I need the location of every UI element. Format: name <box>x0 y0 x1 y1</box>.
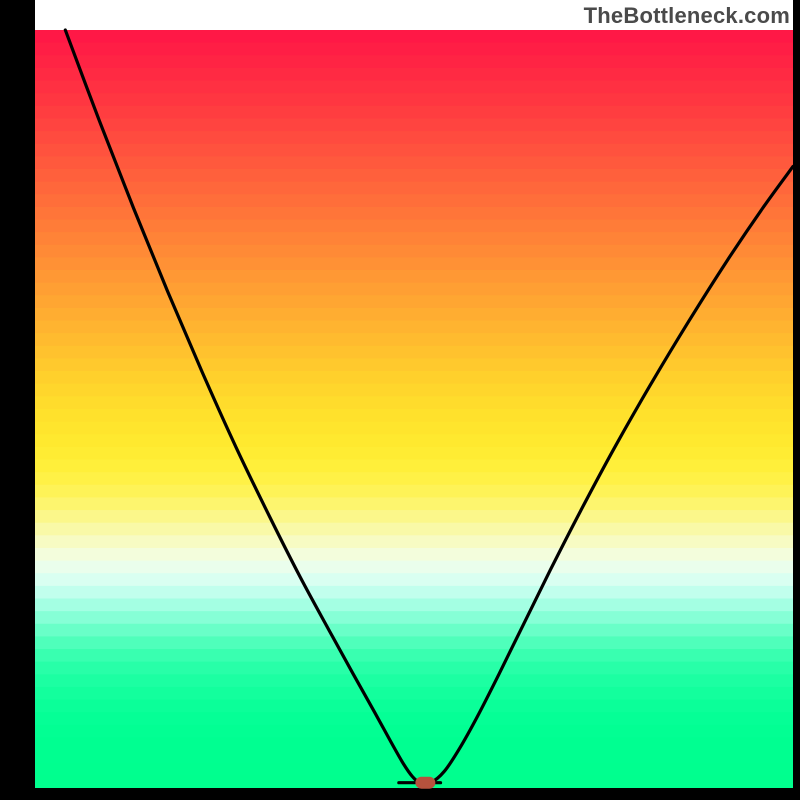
gradient-band <box>35 93 793 107</box>
gradient-band <box>35 700 793 714</box>
gradient-band <box>35 118 793 132</box>
gradient-band <box>35 472 793 486</box>
gradient-band <box>35 283 793 297</box>
gradient-band <box>35 636 793 650</box>
gradient-band <box>35 535 793 549</box>
left-bar <box>0 0 35 800</box>
top-margin <box>0 0 800 30</box>
chart-root: TheBottleneck.com <box>0 0 800 800</box>
gradient-band <box>35 712 793 726</box>
gradient-band <box>35 422 793 436</box>
gradient-band <box>35 561 793 575</box>
gradient-band <box>35 649 793 663</box>
gradient-band <box>35 131 793 145</box>
gradient-band <box>35 396 793 410</box>
gradient-band <box>35 434 793 448</box>
gradient-band <box>35 763 793 777</box>
gradient-band <box>35 586 793 600</box>
gradient-band <box>35 460 793 474</box>
gradient-band <box>35 358 793 372</box>
gradient-band <box>35 523 793 537</box>
chart-svg <box>0 0 800 800</box>
gradient-band <box>35 207 793 221</box>
gradient-band <box>35 55 793 69</box>
gradient-band <box>35 144 793 158</box>
gradient-band <box>35 510 793 524</box>
gradient-band <box>35 599 793 613</box>
gradient-band <box>35 346 793 360</box>
gradient-band <box>35 68 793 82</box>
optimum-marker <box>415 777 435 789</box>
gradient-band <box>35 220 793 234</box>
gradient-band <box>35 611 793 625</box>
gradient-band <box>35 384 793 398</box>
gradient-band <box>35 674 793 688</box>
gradient-band <box>35 270 793 284</box>
gradient-band <box>35 43 793 57</box>
gradient-band <box>35 409 793 423</box>
gradient-band <box>35 106 793 120</box>
gradient-band <box>35 182 793 196</box>
gradient-band <box>35 662 793 676</box>
gradient-band <box>35 308 793 322</box>
gradient-band <box>35 573 793 587</box>
gradient-band <box>35 156 793 170</box>
gradient-band <box>35 624 793 638</box>
gradient-band <box>35 194 793 208</box>
gradient-band <box>35 548 793 562</box>
gradient-band <box>35 371 793 385</box>
gradient-band <box>35 81 793 95</box>
gradient-band <box>35 257 793 271</box>
bottom-bar <box>0 788 800 800</box>
gradient-band <box>35 169 793 183</box>
gradient-band <box>35 750 793 764</box>
gradient-band <box>35 295 793 309</box>
gradient-band <box>35 447 793 461</box>
gradient-band <box>35 737 793 751</box>
gradient-band <box>35 321 793 335</box>
gradient-band <box>35 485 793 499</box>
right-bar <box>793 0 800 800</box>
gradient-band <box>35 497 793 511</box>
gradient-band <box>35 687 793 701</box>
gradient-band <box>35 30 793 44</box>
gradient-band <box>35 725 793 739</box>
